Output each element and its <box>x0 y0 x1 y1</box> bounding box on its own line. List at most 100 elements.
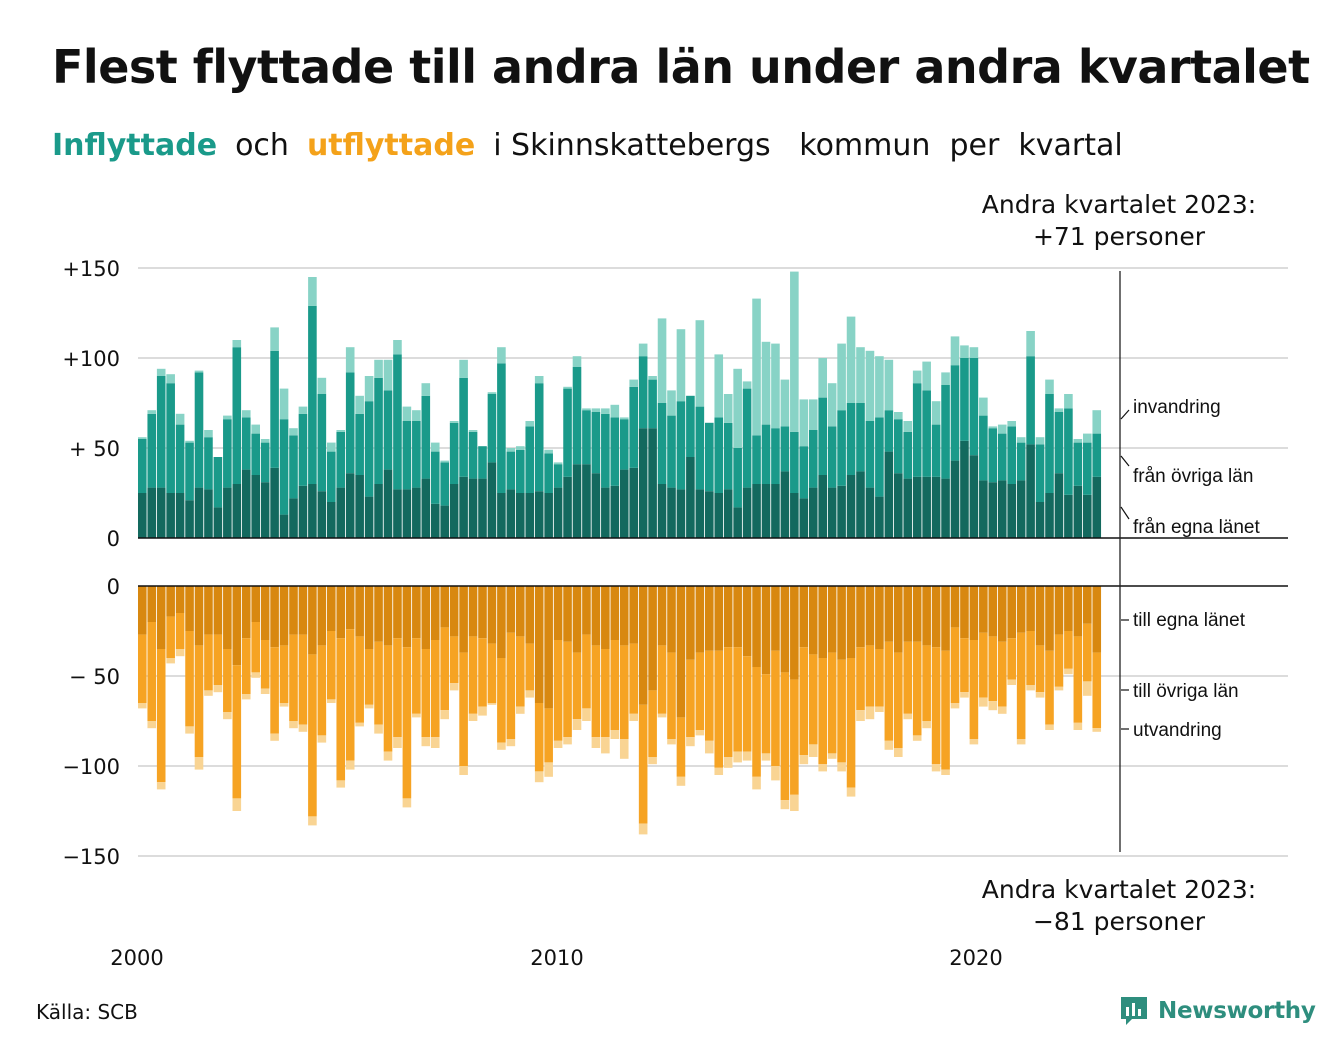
bar-out-utvandring <box>686 737 695 747</box>
bar-out-egna <box>487 586 497 644</box>
bar-out-utvandring <box>440 710 449 720</box>
bar-in-egna <box>553 487 563 538</box>
chart-title: Flest flyttade till andra län under andr… <box>52 40 1310 94</box>
bar-in-egna <box>827 487 837 538</box>
bar-out-ovriga <box>582 634 591 709</box>
bar-in-egna <box>166 493 175 538</box>
bar-out-egna <box>1083 586 1092 624</box>
bar-out-egna <box>1026 586 1035 631</box>
outflow-bars <box>138 586 1102 835</box>
bar-out-ovriga <box>459 652 468 766</box>
bar-out-ovriga <box>818 658 827 765</box>
bar-out-egna <box>204 586 213 635</box>
bar-out-utvandring <box>601 737 610 754</box>
bar-in-egna <box>837 485 846 538</box>
series-label-bottom: till egna länet <box>1133 610 1246 631</box>
bar-in-egna <box>695 489 705 538</box>
bar-out-ovriga <box>317 645 327 736</box>
bar-out-egna <box>421 586 431 649</box>
bar-out-utvandring <box>204 690 213 696</box>
bar-out-utvandring <box>1054 686 1064 691</box>
bar-in-invandring <box>752 298 761 436</box>
bar-in-egna <box>1035 502 1045 538</box>
bar-in-ovriga <box>506 451 516 490</box>
bar-out-ovriga <box>657 645 667 714</box>
bar-in-ovriga <box>856 403 865 472</box>
bar-out-ovriga <box>780 672 790 801</box>
bar-out-egna <box>723 586 733 648</box>
bar-out-utvandring <box>856 710 865 721</box>
bar-out-ovriga <box>837 659 846 763</box>
bar-out-egna <box>138 586 147 635</box>
bar-in-egna <box>941 478 950 538</box>
bar-in-invandring <box>345 347 355 373</box>
bar-in-egna <box>468 478 478 538</box>
bar-in-ovriga <box>714 417 724 493</box>
bar-in-ovriga <box>827 426 837 488</box>
bar-in-egna <box>979 480 988 538</box>
bar-out-ovriga <box>931 647 941 765</box>
bar-in-egna <box>1073 485 1083 538</box>
bar-in-invandring <box>497 347 506 364</box>
bar-out-utvandring <box>553 740 563 748</box>
bar-in-invandring <box>156 368 166 376</box>
bar-out-ovriga <box>827 652 837 754</box>
bar-out-utvandring <box>393 737 402 748</box>
bar-out-egna <box>799 586 809 648</box>
bar-out-utvandring <box>752 776 761 790</box>
bar-in-invandring <box>1064 394 1073 409</box>
bar-in-invandring <box>875 356 884 418</box>
bar-out-utvandring <box>912 735 922 741</box>
bar-in-invandring <box>818 358 827 398</box>
subtitle-utflyttade: utflyttade <box>306 128 476 163</box>
bar-out-utvandring <box>213 685 223 693</box>
bar-out-egna <box>364 586 374 649</box>
bar-in-invandring <box>922 361 931 391</box>
bar-in-ovriga <box>799 446 809 499</box>
bar-in-ovriga <box>1026 356 1035 445</box>
bar-out-egna <box>960 586 969 639</box>
bar-out-egna <box>1064 586 1073 631</box>
bar-out-egna <box>412 586 421 639</box>
bar-in-invandring <box>487 392 497 394</box>
subtitle-inflyttade: Inflyttade <box>52 128 218 163</box>
bar-in-egna <box>912 476 922 538</box>
bar-out-egna <box>657 586 667 646</box>
bar-in-ovriga <box>648 379 657 429</box>
bar-out-utvandring <box>487 703 497 705</box>
bar-in-invandring <box>251 424 260 434</box>
bar-out-egna <box>591 586 601 646</box>
bar-in-invandring <box>459 359 468 378</box>
bar-in-ovriga <box>752 435 761 484</box>
bar-out-ovriga <box>383 645 393 752</box>
bar-in-egna <box>723 489 733 538</box>
bar-out-egna <box>610 586 620 640</box>
bar-out-utvandring <box>1045 724 1054 730</box>
bar-in-egna <box>241 469 251 538</box>
bar-in-ovriga <box>468 431 478 479</box>
bar-out-ovriga <box>894 652 903 748</box>
bar-in-ovriga <box>723 422 733 490</box>
bar-in-ovriga <box>979 415 988 481</box>
bar-in-invandring <box>336 430 346 432</box>
bar-out-ovriga <box>1016 632 1026 739</box>
bar-in-invandring <box>563 386 572 389</box>
bar-out-utvandring <box>289 721 298 729</box>
bar-out-egna <box>884 586 894 642</box>
bar-in-egna <box>619 469 629 538</box>
bar-out-utvandring <box>941 769 950 775</box>
bar-out-ovriga <box>979 632 988 698</box>
annotations: Andra kvartalet 2023: +71 personer Andra k… <box>982 190 1261 936</box>
bar-in-egna <box>232 484 242 538</box>
bar-in-egna <box>846 475 856 538</box>
bar-in-invandring <box>194 370 204 373</box>
bar-out-utvandring <box>1035 692 1045 698</box>
bar-in-ovriga <box>412 421 421 488</box>
bar-in-ovriga <box>1073 442 1083 486</box>
bar-in-invandring <box>279 388 289 420</box>
bar-out-utvandring <box>733 751 742 763</box>
bar-out-egna <box>175 586 185 613</box>
bar-in-ovriga <box>818 397 827 475</box>
bar-out-ovriga <box>969 640 979 739</box>
bar-out-ovriga <box>478 638 487 707</box>
